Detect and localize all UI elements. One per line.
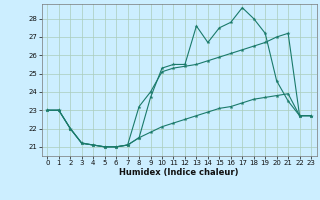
X-axis label: Humidex (Indice chaleur): Humidex (Indice chaleur): [119, 168, 239, 177]
